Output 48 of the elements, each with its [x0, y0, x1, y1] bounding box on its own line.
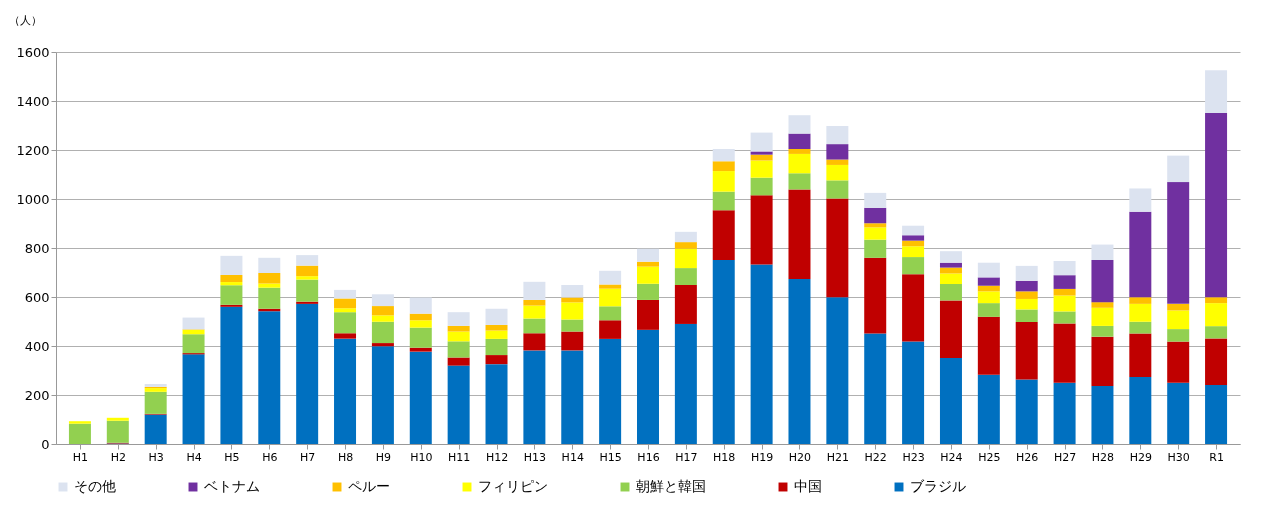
x-tick-label: H28	[1091, 450, 1115, 464]
x-tick-label: H18	[713, 450, 736, 464]
x-tick-label: H12	[485, 450, 509, 464]
legend-label: ペルー	[348, 478, 390, 494]
x-tick-label: H23	[902, 450, 925, 464]
x-tick-label: H6	[262, 450, 278, 464]
x-tick-label: H9	[375, 450, 392, 464]
x-tick-label: H4	[186, 450, 202, 464]
x-tick-label: R1	[1209, 450, 1224, 464]
y-axis-title: （人）	[8, 13, 42, 27]
x-tick-label: H29	[1129, 450, 1152, 464]
x-tick-label: H21	[826, 450, 849, 464]
y-tick-label: 1600	[16, 44, 50, 60]
x-tick-label: H16	[637, 450, 660, 464]
x-tick-label: H25	[978, 450, 1001, 464]
y-tick-label: 600	[24, 289, 50, 305]
x-tick-label: H30	[1167, 450, 1190, 464]
x-tick-label: H2	[110, 450, 126, 464]
legend-label: 朝鮮と韓国	[636, 478, 706, 494]
x-tick-label: H17	[675, 450, 698, 464]
x-tick-label: H5	[224, 450, 240, 464]
x-tick-label: H24	[940, 450, 963, 464]
x-tick-label: H19	[750, 450, 774, 464]
y-tick-label: 0	[41, 436, 50, 452]
x-tick-label: H8	[337, 450, 354, 464]
legend-label: ベトナム	[204, 478, 260, 494]
x-tick-label: H14	[561, 450, 584, 464]
legend-label: フィリピン	[478, 478, 548, 494]
x-tick-label: H13	[523, 450, 547, 464]
x-tick-label: H11	[448, 450, 471, 464]
x-tick-label: H27	[1053, 450, 1077, 464]
x-tick-label: H15	[599, 450, 622, 464]
y-tick-label: 800	[24, 240, 50, 256]
x-tick-label: H7	[300, 450, 316, 464]
y-tick-label: 400	[24, 338, 50, 354]
x-tick-label: H1	[72, 450, 89, 464]
x-tick-label: H22	[864, 450, 887, 464]
legend-label: その他	[74, 478, 116, 494]
x-tick-label: H10	[410, 450, 433, 464]
x-tick-label: H20	[788, 450, 812, 464]
y-tick-label: 1200	[16, 142, 50, 158]
x-tick-label: H3	[148, 450, 164, 464]
legend-label: 中国	[794, 478, 822, 494]
y-tick-label: 200	[24, 387, 50, 403]
x-tick-label: H26	[1016, 450, 1039, 464]
y-tick-label: 1400	[16, 93, 50, 109]
legend-label: ブラジル	[910, 478, 966, 494]
y-tick-label: 1000	[16, 191, 50, 207]
